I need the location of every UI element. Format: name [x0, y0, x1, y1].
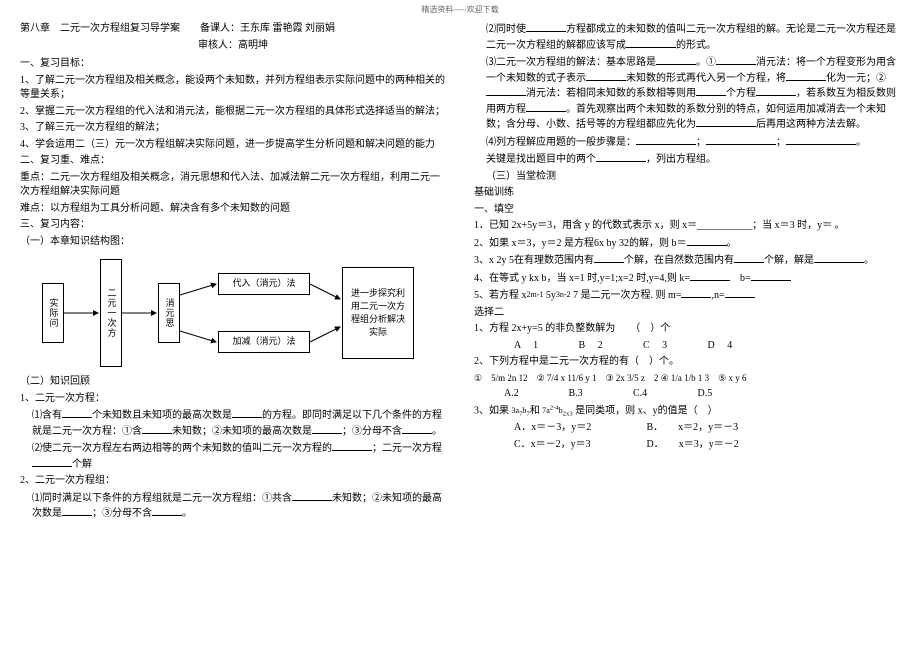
- blank: [402, 424, 432, 434]
- opt-d: D． x＝3，y＝－2: [647, 439, 739, 450]
- c3: 3、如果 3a7b7和 7a2-4b2x3 是同类项，则 x、y的值是（ ）: [474, 403, 900, 419]
- chart-box-goal: 进一步探究利用二元一次方程组分析解决实际: [342, 267, 414, 359]
- q2: 2、如果 x＝3，y＝2 是方程6x by 32的解，则 b＝。: [474, 236, 900, 252]
- blank: [486, 86, 526, 96]
- r2: ⑶二元一次方程组的解法：基本思路是。①消元法：将一个方程变形为用含一个未知数的式…: [474, 55, 900, 133]
- c1: 1、方程 2x+y=5 的非负整数解为 （ ）个: [474, 322, 900, 337]
- blank: [690, 271, 730, 281]
- blank: [786, 71, 826, 81]
- blank: [312, 424, 342, 434]
- choice-heading: 选择二: [474, 306, 900, 321]
- blank: [696, 117, 756, 127]
- test-heading: （三）当堂检测: [474, 170, 900, 185]
- blank: [756, 86, 796, 96]
- blank: [716, 55, 756, 65]
- goal-1: 1、了解二元一次方程组及相关概念，能设两个未知数，并列方程组表示实际问题中的两种…: [20, 74, 446, 103]
- c3-options-row1: A．x＝－3，y＝2 B． x＝2，y＝－3: [474, 421, 900, 436]
- chart-box-add: 加减（消元）法: [218, 331, 310, 353]
- blank: [526, 102, 566, 112]
- chart-box-real: 实际问: [42, 283, 64, 343]
- reviewer-line: 审核人：高明坤: [20, 39, 446, 54]
- section-2-heading: 二、复习重、难点：: [20, 154, 446, 169]
- sup: 2m-1: [527, 290, 544, 299]
- opt-c: C．x＝－2，y＝3: [514, 438, 644, 453]
- section-1-heading: 一、复习目标：: [20, 57, 446, 72]
- blank: [62, 408, 92, 418]
- blank: [687, 236, 727, 246]
- c2: 2、下列方程中是二元一次方程的有（ ）个。: [474, 355, 900, 370]
- blank: [292, 491, 332, 501]
- blank: [626, 38, 676, 48]
- right-column: ⑵同时使方程都成立的未知数的值叫二元一次方程组的解。无论是二元一次方程还是二元一…: [460, 0, 920, 650]
- two-column-layout: 第八章 二元一次方程组复习导学案 备课人：王东库 雷艳霞 刘丽娟 审核人：高明坤…: [0, 0, 920, 650]
- k1-heading: 1、二元一次方程：: [20, 392, 446, 407]
- blank: [596, 152, 646, 162]
- q4: 4、在等式 y kx b，当 x=1 时,y=1;x=2 时,y=4,则 k= …: [474, 271, 900, 287]
- goal-3: 3、了解三元一次方程组的解法；: [20, 121, 446, 136]
- page-header-mark: 精选资料-----欢迎下载: [421, 4, 498, 15]
- r3: ⑷列方程解应用题的一般步骤是：；；。: [474, 135, 900, 151]
- opt-a: A．x＝－3，y＝2: [514, 421, 644, 436]
- blank: [734, 253, 764, 263]
- opt-c: C 3: [643, 339, 705, 354]
- c1-options: A 1 B 2 C 3 D 4: [474, 339, 900, 354]
- c2-row: ① 5/m 2n 12 ② 7/4 x 11/6 y 1 ③ 2x 3/5 z …: [474, 372, 900, 385]
- chart-box-sub: 代入（消元）法: [218, 273, 310, 295]
- chart-box-elim: 消元思: [158, 283, 180, 343]
- q5: 5、若方程 x2m-1 5y3n-2 7 是二元一次方程. 则 m=,n=: [474, 288, 900, 304]
- blank: [332, 441, 372, 451]
- opt-b: B 2: [579, 339, 641, 354]
- q3: 3、x 2y 5在有理数范围内有个解，在自然数范围内有个解，解是。: [474, 253, 900, 269]
- blank: [636, 135, 696, 145]
- k1b: ⑵使二元一次方程左右两边相等的两个未知数的值叫二元一次方程的；二元一次方程个解: [20, 441, 446, 472]
- blank: [586, 71, 626, 81]
- chart-box-two: 二元一次方: [100, 259, 122, 367]
- blank: [681, 288, 711, 298]
- opt-b: B.3: [569, 387, 631, 402]
- key-point: 重点：二元一次方程组及相关概念，消元思想和代入法、加减法解二元一次方程组，利用二…: [20, 171, 446, 200]
- r4: 关键是找出题目中的两个，列出方程组。: [474, 152, 900, 168]
- blank: [725, 288, 755, 298]
- opt-d: D.5: [698, 387, 760, 402]
- section-3-heading: 三、复习内容：: [20, 218, 446, 233]
- blank: [32, 457, 72, 467]
- c2-options: A.2 B.3 C.4 D.5: [474, 387, 900, 402]
- blank: [751, 271, 791, 281]
- blank: [706, 135, 776, 145]
- opt-c: C.4: [633, 387, 695, 402]
- blank: [786, 135, 856, 145]
- q1: 1．已知 2x+5y＝3，用含 y 的代数式表示 x，则 x＝_________…: [474, 219, 900, 234]
- opt-d: D 4: [708, 339, 770, 354]
- blank: [142, 424, 172, 434]
- blank: [152, 506, 182, 516]
- blank: [526, 22, 566, 32]
- r1: ⑵同时使方程都成立的未知数的值叫二元一次方程组的解。无论是二元一次方程还是二元一…: [474, 22, 900, 53]
- opt-a: A 1: [514, 339, 576, 354]
- sup: 3n-2: [556, 290, 571, 299]
- section-3-2: （二）知识回顾: [20, 375, 446, 390]
- goal-2: 2、掌握二元一次方程组的代入法和消元法，能根据二元一次方程组的具体形式选择适当的…: [20, 105, 446, 120]
- k1a: ⑴含有个未知数且未知项的最高次数是的方程。即同时满足以下几个条件的方程就是二元一…: [20, 408, 446, 439]
- k2-heading: 2、二元一次方程组：: [20, 474, 446, 489]
- c3-options-row2: C．x＝－2，y＝3 D． x＝3，y＝－2: [474, 438, 900, 453]
- left-column: 第八章 二元一次方程组复习导学案 备课人：王东库 雷艳霞 刘丽娟 审核人：高明坤…: [0, 0, 460, 650]
- opt-b: B． x＝2，y＝－3: [647, 422, 739, 433]
- k2a: ⑴同时满足以下条件的方程组就是二元一次方程组：①共含未知数；②未知项的最高次数是…: [20, 491, 446, 522]
- blank: [656, 55, 696, 65]
- section-3-1: （一）本章知识结构图：: [20, 235, 446, 250]
- difficult-point: 难点：以方程组为工具分析问题、解决含有多个未知数的问题: [20, 202, 446, 217]
- knowledge-structure-chart: 实际问 二元一次方 消元思 代入（消元）法 加减（消元）法 进一步探究利用二元一…: [42, 255, 422, 371]
- blank: [62, 506, 92, 516]
- title-line: 第八章 二元一次方程组复习导学案 备课人：王东库 雷艳霞 刘丽娟: [20, 22, 446, 37]
- blank: [696, 86, 726, 96]
- goal-4: 4、学会运用二（三）元一次方程组解决实际问题，进一步提高学生分析问题和解决问题的…: [20, 138, 446, 153]
- blank: [594, 253, 624, 263]
- opt-a: A.2: [504, 387, 566, 402]
- blank: [232, 408, 262, 418]
- blank: [814, 253, 864, 263]
- base-heading: 基础训练: [474, 186, 900, 201]
- fill-heading: 一、填空: [474, 203, 900, 218]
